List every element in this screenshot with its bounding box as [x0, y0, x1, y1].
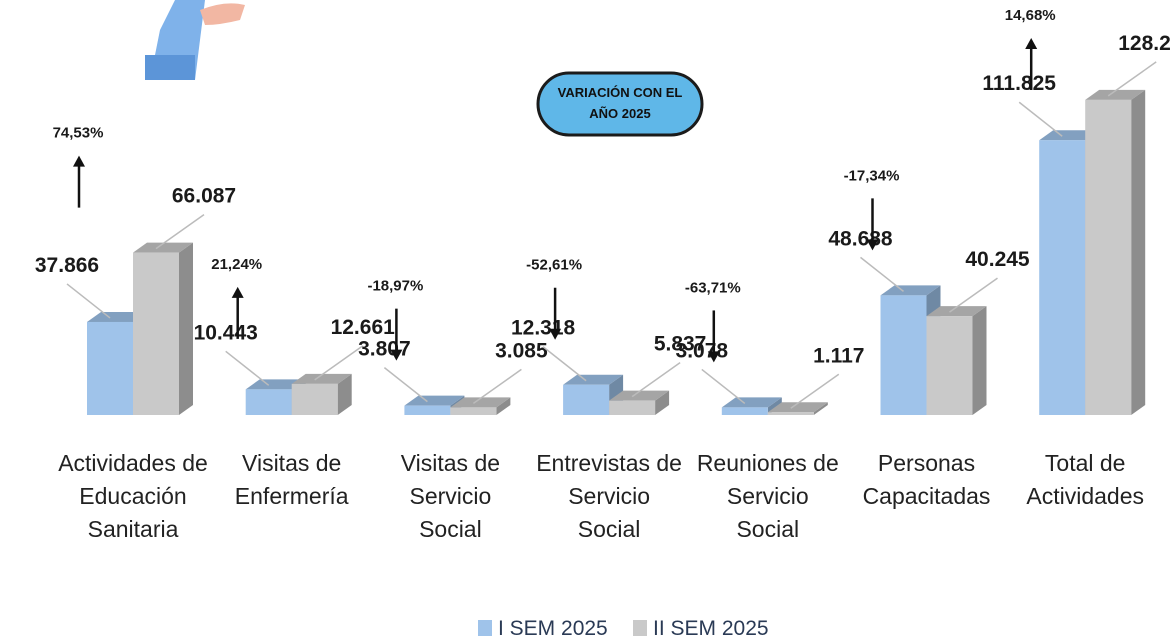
legend-label: II SEM 2025	[653, 617, 769, 640]
leader-line	[155, 214, 205, 250]
leader-line	[66, 283, 111, 319]
leader-line	[225, 350, 270, 386]
variation-arrow	[231, 286, 244, 339]
variation-label: -52,61%	[526, 257, 582, 274]
badge-text: VARIACIÓN CON EL AÑO 2025	[557, 85, 683, 121]
bar-top	[609, 390, 670, 401]
x-tick-label: Actividades de Educación Sanitaria	[58, 450, 208, 542]
value-label: 3.807	[358, 338, 411, 361]
bar	[1085, 99, 1132, 416]
value-label: 48.688	[828, 227, 893, 250]
bar-top	[450, 397, 511, 408]
bar-top	[245, 379, 306, 390]
bar	[767, 412, 814, 415]
variation-label: 14,68%	[1005, 7, 1056, 24]
bar-top	[291, 373, 352, 384]
value-label: 111.825	[982, 72, 1056, 95]
value-label: 1.117	[813, 344, 864, 367]
variation-label: 21,24%	[211, 256, 262, 273]
variation-arrow	[1025, 38, 1038, 90]
bar-top	[721, 397, 782, 408]
bar-top	[926, 306, 987, 317]
bar	[880, 295, 927, 415]
variation-label: -17,34%	[844, 167, 900, 184]
bar-side	[496, 397, 511, 415]
variation-arrow	[707, 310, 720, 363]
x-tick-label: Total de Actividades	[1026, 450, 1144, 509]
bar-side	[655, 390, 670, 415]
variation-arrow	[549, 287, 562, 340]
leader-line	[383, 367, 428, 403]
leader-line	[1018, 101, 1063, 137]
bar	[291, 383, 338, 415]
bar	[450, 407, 497, 415]
bar-top	[880, 285, 941, 296]
bar-top	[1085, 89, 1146, 100]
bar-side	[1131, 89, 1146, 416]
nurse-illustration	[145, 0, 245, 80]
variation-label: -63,71%	[685, 279, 741, 296]
value-label: 3.085	[495, 339, 548, 362]
legend-swatch	[633, 620, 647, 636]
bar	[609, 400, 656, 415]
bar-side	[179, 242, 193, 415]
bar	[404, 405, 451, 415]
bar-top	[1039, 130, 1100, 141]
bar-top	[87, 311, 147, 322]
leader-line	[860, 256, 904, 292]
leader-line	[949, 277, 998, 313]
bar-side	[337, 373, 352, 415]
bar	[926, 316, 973, 415]
leader-line	[472, 368, 522, 405]
variation-label: -18,97%	[367, 278, 423, 295]
value-label: 10.443	[194, 321, 258, 344]
leader-line	[314, 345, 364, 381]
leader-line	[631, 362, 681, 398]
value-label: 3.078	[676, 339, 729, 362]
bar	[133, 252, 179, 415]
bar-top	[767, 402, 828, 413]
bar	[563, 384, 610, 415]
badge: VARIACIÓN CON EL AÑO 2025	[536, 71, 704, 137]
bar-side	[972, 306, 987, 415]
variation-arrow	[73, 155, 85, 208]
bar	[245, 389, 292, 415]
x-tick-label: Reuniones de Servicio Social	[696, 450, 839, 542]
value-label: 12.318	[511, 317, 576, 340]
bar-side	[813, 402, 828, 415]
leader-line	[542, 346, 587, 382]
x-tick-label: Personas Capacitadas	[862, 450, 991, 509]
value-label: 12.661	[331, 316, 396, 339]
value-label: 37.866	[35, 254, 99, 277]
leader-line	[790, 373, 840, 409]
bar-top	[133, 242, 193, 253]
bar	[87, 321, 133, 415]
value-label: 40.245	[965, 248, 1030, 271]
variation-arrow	[390, 308, 403, 361]
variation-arrow	[866, 198, 879, 251]
x-tick-label: Visitas de Servicio Social	[400, 450, 501, 542]
bar	[721, 407, 768, 415]
value-label: 5.837	[654, 333, 707, 356]
value-label: 128.238	[1118, 32, 1171, 55]
leader-line	[1107, 61, 1157, 97]
bar-top	[404, 395, 465, 406]
variation-label: 74,53%	[53, 125, 104, 142]
leader-line	[701, 368, 746, 405]
x-tick-label: Visitas de Enfermería	[234, 450, 349, 509]
legend-swatch	[478, 620, 492, 636]
legend-label: I SEM 2025	[498, 617, 608, 640]
bar	[1039, 140, 1086, 416]
x-tick-label: Entrevistas de Servicio Social	[536, 450, 682, 542]
bar-top	[563, 374, 624, 385]
value-label: 66.087	[172, 185, 236, 208]
